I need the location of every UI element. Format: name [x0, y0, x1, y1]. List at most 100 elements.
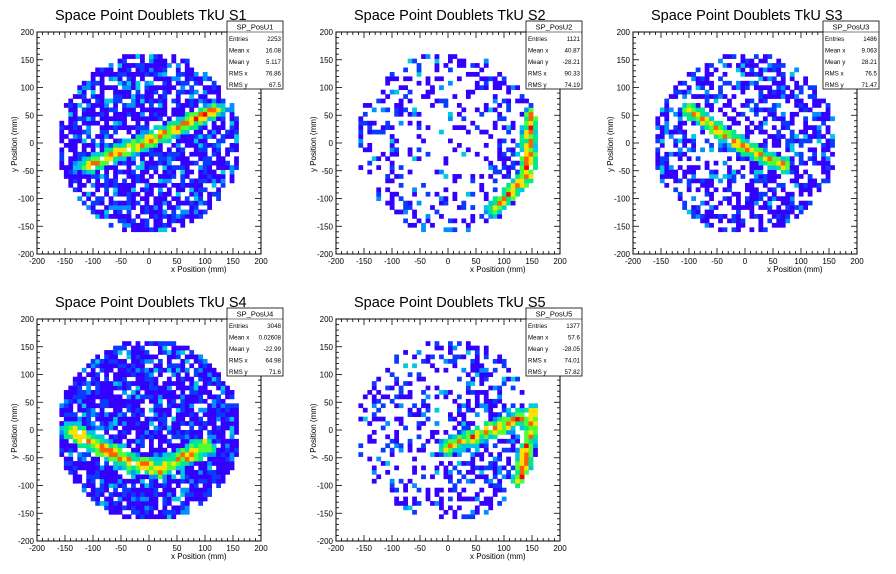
heatmap-cell	[389, 398, 395, 404]
heatmap-cell	[104, 147, 109, 153]
heatmap-cell	[175, 94, 181, 99]
heatmap-cell	[113, 407, 118, 413]
heatmap-cell	[135, 191, 141, 197]
heatmap-cell	[113, 76, 118, 82]
heatmap-cell	[86, 143, 92, 148]
heatmap-cell	[126, 54, 132, 59]
heatmap-cell	[704, 111, 710, 117]
heatmap-cell	[95, 452, 101, 457]
heatmap-cell	[470, 443, 476, 449]
heatmap-cell	[99, 421, 105, 426]
heatmap-cell	[524, 160, 529, 166]
heatmap-cell	[104, 425, 109, 431]
heatmap-cell	[171, 381, 177, 386]
heatmap-cell	[465, 345, 471, 351]
heatmap-cell	[198, 156, 204, 162]
heatmap-cell	[785, 147, 791, 153]
heatmap-cell	[104, 350, 109, 355]
heatmap-cell	[149, 509, 154, 515]
heatmap-cell	[193, 200, 199, 206]
heatmap-cell	[90, 434, 96, 440]
heatmap-cell	[488, 434, 494, 440]
heatmap-cell	[812, 125, 817, 130]
heatmap-cell	[727, 103, 732, 108]
heatmap-cell	[175, 447, 181, 453]
heatmap-cell	[189, 385, 195, 391]
heatmap-cell	[700, 125, 705, 130]
heatmap-cell	[389, 452, 395, 457]
heatmap-cell	[175, 111, 181, 117]
x-tick-label: 200	[553, 257, 567, 266]
heatmap-cell	[452, 443, 458, 449]
heatmap-cell	[488, 421, 494, 426]
heatmap-cell	[659, 169, 665, 175]
heatmap-cell	[528, 151, 534, 157]
heatmap-cell	[362, 111, 368, 117]
heatmap-cell	[122, 187, 127, 193]
heatmap-cell	[81, 182, 87, 188]
heatmap-cell	[202, 138, 208, 144]
heatmap-cell	[184, 63, 190, 68]
heatmap-cell	[153, 227, 159, 233]
heatmap-cell	[461, 58, 467, 64]
heatmap-cell	[189, 191, 195, 197]
heatmap-cell	[434, 487, 440, 493]
heatmap-cell	[122, 143, 127, 148]
heatmap-cell	[407, 205, 413, 210]
heatmap-cell	[135, 147, 141, 153]
heatmap-cell	[452, 509, 458, 515]
heatmap-cell	[180, 474, 186, 480]
heatmap-cell	[108, 76, 114, 82]
x-tick-label: 150	[226, 257, 240, 266]
heatmap-cell	[198, 182, 204, 188]
heatmap-cell	[709, 103, 714, 108]
heatmap-cell	[144, 205, 150, 210]
heatmap-cell	[371, 156, 377, 162]
heatmap-cell	[691, 169, 697, 175]
heatmap-cell	[86, 438, 92, 444]
heatmap-cell	[131, 501, 136, 506]
heatmap-cell	[753, 196, 759, 202]
heatmap-cell	[727, 147, 732, 153]
heatmap-cell	[376, 398, 382, 404]
heatmap-cell	[153, 456, 159, 462]
heatmap-cell	[470, 63, 476, 68]
heatmap-cell	[99, 160, 105, 166]
heatmap-cell	[229, 452, 235, 457]
heatmap-cell	[448, 345, 453, 351]
heatmap-cell	[131, 227, 136, 233]
heatmap-cell	[77, 478, 83, 484]
heatmap-cell	[762, 178, 768, 184]
heatmap-cell	[825, 165, 831, 170]
heatmap-cell	[180, 178, 186, 184]
heatmap-cell	[175, 478, 181, 484]
heatmap-cell	[394, 438, 400, 444]
heatmap-cell	[483, 205, 489, 210]
heatmap-cell	[95, 209, 101, 215]
heatmap-cell	[456, 452, 462, 457]
heatmap-cell	[193, 187, 199, 193]
heatmap-cell	[140, 196, 145, 202]
heatmap-cell	[175, 385, 181, 391]
heatmap-cell	[479, 111, 485, 117]
y-tick-label: 150	[21, 343, 35, 352]
heatmap-cell	[126, 138, 132, 144]
heatmap-cell	[90, 496, 96, 502]
heatmap-cell	[193, 492, 199, 497]
heatmap-cell	[175, 354, 181, 360]
heatmap-cell	[117, 398, 123, 404]
heatmap-cell	[140, 363, 145, 369]
heatmap-cell	[131, 363, 136, 369]
heatmap-cell	[117, 156, 123, 162]
heatmap-cell	[126, 363, 132, 369]
heatmap-cell	[81, 191, 87, 197]
heatmap-cell	[166, 354, 172, 360]
heatmap-cell	[135, 89, 141, 95]
heatmap-cell	[695, 107, 701, 113]
heatmap-cell	[762, 138, 768, 144]
heatmap-cell	[193, 394, 199, 400]
heatmap-cell	[99, 182, 105, 188]
heatmap-cell	[189, 456, 195, 462]
heatmap-cell	[59, 425, 65, 431]
heatmap-cell	[171, 54, 177, 59]
